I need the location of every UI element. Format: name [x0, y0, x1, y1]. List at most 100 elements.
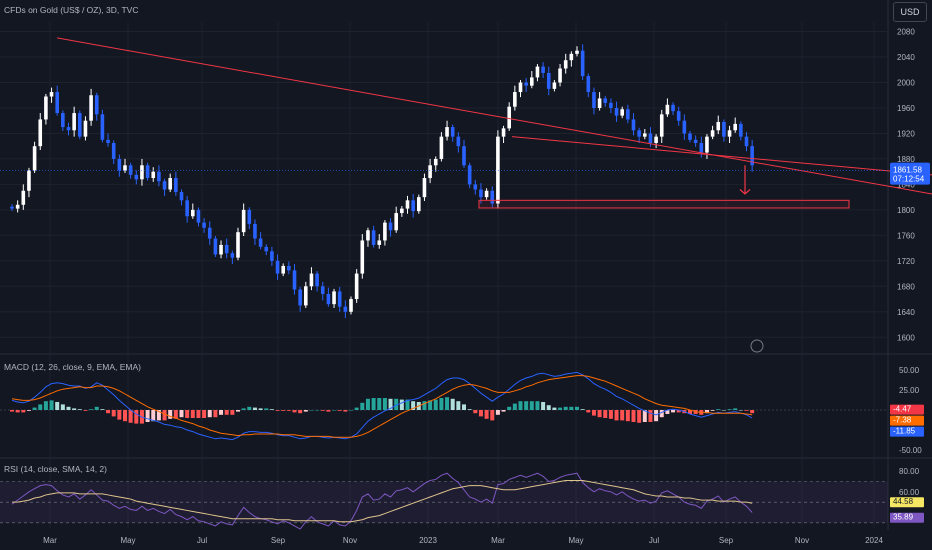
candle-body	[128, 165, 133, 175]
candle-body	[360, 240, 365, 274]
macd-histogram-bar	[292, 410, 297, 413]
countdown-label: 07:12:54	[893, 175, 925, 184]
price-tick-label: 1800	[897, 206, 915, 215]
candle-body	[134, 174, 139, 180]
macd-histogram-bar	[286, 410, 291, 411]
price-tick-label: 1600	[897, 333, 915, 342]
macd-value-badge	[890, 404, 924, 415]
macd-histogram-bar	[230, 410, 235, 415]
candle-body	[558, 68, 562, 83]
macd-histogram-bar	[106, 410, 111, 414]
candle-body	[117, 158, 122, 171]
macd-histogram-bar	[563, 406, 568, 410]
macd-histogram-bar	[654, 410, 659, 422]
candle-body	[394, 213, 398, 231]
support-zone	[478, 199, 850, 209]
candle-body	[626, 109, 630, 120]
macd-histogram-bar	[462, 404, 466, 410]
macd-value-badge	[890, 426, 924, 437]
candle-body	[168, 178, 172, 190]
candle-body	[157, 171, 161, 182]
macd-histogram-bar	[405, 399, 410, 410]
price-tick-label: 1640	[897, 308, 915, 317]
candle-body	[473, 184, 478, 190]
macd-tick-label: 50.00	[899, 366, 920, 375]
candle-body	[609, 102, 613, 108]
candle-body	[637, 130, 641, 137]
candle-body	[750, 146, 754, 166]
macd-histogram-bar	[202, 410, 207, 418]
candle-body	[467, 165, 472, 185]
candle-body	[433, 158, 438, 166]
candle-body	[179, 192, 184, 201]
macd-histogram-bar	[738, 410, 743, 411]
candle-body	[100, 114, 105, 140]
macd-histogram-bar	[219, 410, 224, 415]
candle-body	[304, 286, 308, 306]
macd-histogram-bar	[66, 406, 71, 410]
macd-value-label: -11.85	[893, 427, 916, 436]
macd-histogram-bar	[671, 410, 676, 413]
candle-body	[298, 289, 302, 306]
candle-body	[383, 222, 387, 241]
macd-histogram-bar	[750, 410, 755, 414]
macd-histogram-bar	[185, 410, 190, 418]
candle-body	[55, 92, 59, 114]
macd-histogram-bar	[100, 409, 105, 410]
candle-body	[191, 209, 195, 217]
candle-body	[614, 107, 619, 116]
candle-body	[727, 130, 732, 137]
candle-body	[744, 136, 749, 147]
last-price-label: 1861.58	[893, 166, 922, 175]
macd-histogram-bar	[151, 410, 156, 422]
trendline-upper	[56, 37, 932, 195]
candle-body	[405, 200, 410, 209]
macd-histogram-bar	[546, 405, 551, 410]
macd-histogram-bar	[354, 407, 359, 410]
time-tick-label: Mar	[43, 536, 57, 545]
macd-histogram-bar	[72, 408, 77, 410]
rsi-value-label: 35.89	[893, 513, 914, 522]
macd-histogram-bar	[315, 410, 320, 411]
candle-body	[417, 197, 421, 212]
candle-body	[292, 270, 297, 290]
candle-body	[659, 114, 664, 137]
macd-histogram-bar	[38, 404, 43, 410]
rsi-tick-label: 80.00	[899, 467, 920, 476]
macd-histogram-bar	[456, 401, 461, 410]
candle-body	[281, 265, 285, 274]
macd-histogram-bar	[552, 407, 557, 410]
candle-body	[411, 200, 415, 212]
currency-button[interactable]: USD	[893, 2, 927, 22]
macd-histogram-bar	[309, 410, 314, 411]
candle-body	[309, 273, 314, 287]
candle-body	[682, 120, 687, 134]
candle-body	[258, 238, 263, 247]
macd-histogram-bar	[484, 410, 489, 419]
candle-body	[123, 165, 127, 171]
price-tick-label: 2080	[897, 28, 915, 37]
price-tick-label: 1680	[897, 282, 915, 291]
macd-histogram-bar	[614, 410, 619, 421]
candle-body	[49, 92, 54, 97]
macd-histogram-bar	[26, 410, 31, 411]
macd-histogram-bar	[422, 401, 427, 410]
candle-body	[716, 121, 721, 131]
candle-body	[21, 190, 26, 205]
candle-body	[15, 204, 20, 209]
candle-body	[665, 104, 670, 115]
candle-body	[739, 123, 743, 137]
chart-title: CFDs on Gold (US$ / OZ), 3D, TVC	[4, 5, 139, 15]
candle-body	[388, 222, 393, 231]
candle-body	[140, 165, 144, 180]
macd-value-label: -7.38	[893, 416, 912, 425]
candle-body	[546, 72, 551, 89]
candle-body	[213, 238, 218, 255]
candle-body	[439, 136, 444, 159]
macd-histogram-bar	[21, 410, 26, 413]
macd-histogram-bar	[428, 400, 433, 410]
price-tick-label: 2040	[897, 53, 915, 62]
candle-body	[597, 98, 602, 108]
macd-histogram-bar	[733, 408, 738, 410]
